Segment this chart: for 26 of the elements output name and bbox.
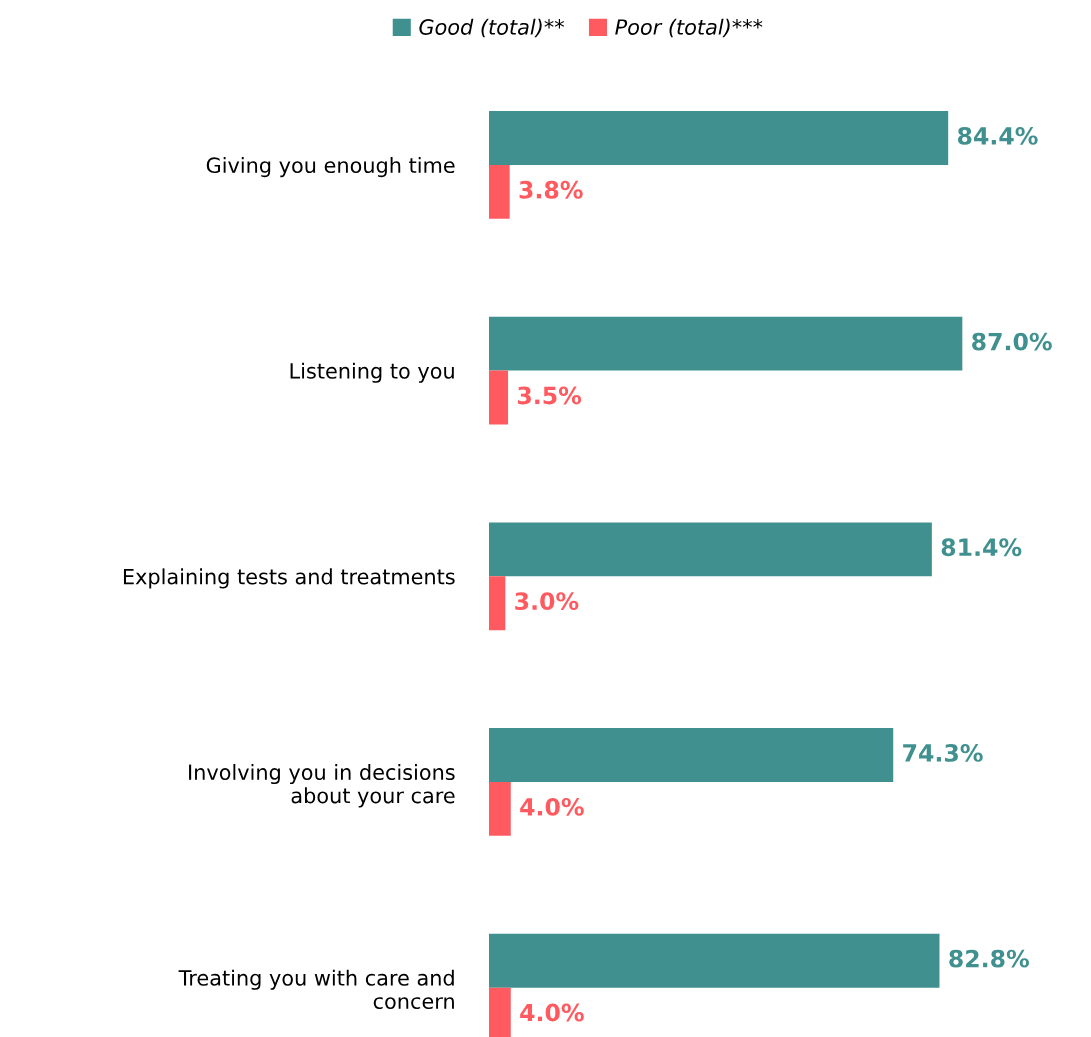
bar (489, 576, 506, 631)
bar (489, 781, 511, 836)
data-label: 3.8% (519, 180, 583, 199)
bar (489, 933, 940, 988)
data-label: 4.0% (520, 1003, 584, 1022)
data-label: 84.4% (957, 126, 1038, 145)
data-label: 87.0% (972, 332, 1052, 351)
bar (489, 111, 949, 165)
data-label: 3.0% (515, 592, 579, 611)
data-label: 3.5% (517, 386, 582, 405)
data-label: 81.4% (941, 538, 1022, 557)
bar (489, 164, 510, 219)
legend-label: Good (total)** (419, 18, 565, 38)
data-label: 82.8% (949, 949, 1029, 968)
bar (489, 370, 509, 425)
bar (489, 522, 932, 577)
data-label: 74.3% (903, 744, 983, 762)
data-label: 4.0% (520, 797, 584, 816)
y-tick-label: Explaining tests and treatments (123, 568, 455, 589)
y-tick-label: Treating you with care and concern (178, 969, 454, 1010)
y-tick-label: Listening to you (290, 362, 454, 383)
legend-label: Poor (total)*** (615, 18, 763, 38)
y-tick-label: Giving you enough time (206, 156, 455, 178)
bar (489, 316, 963, 371)
y-tick-label: Involving you in decisions about your care (189, 763, 455, 808)
bar (489, 728, 894, 782)
